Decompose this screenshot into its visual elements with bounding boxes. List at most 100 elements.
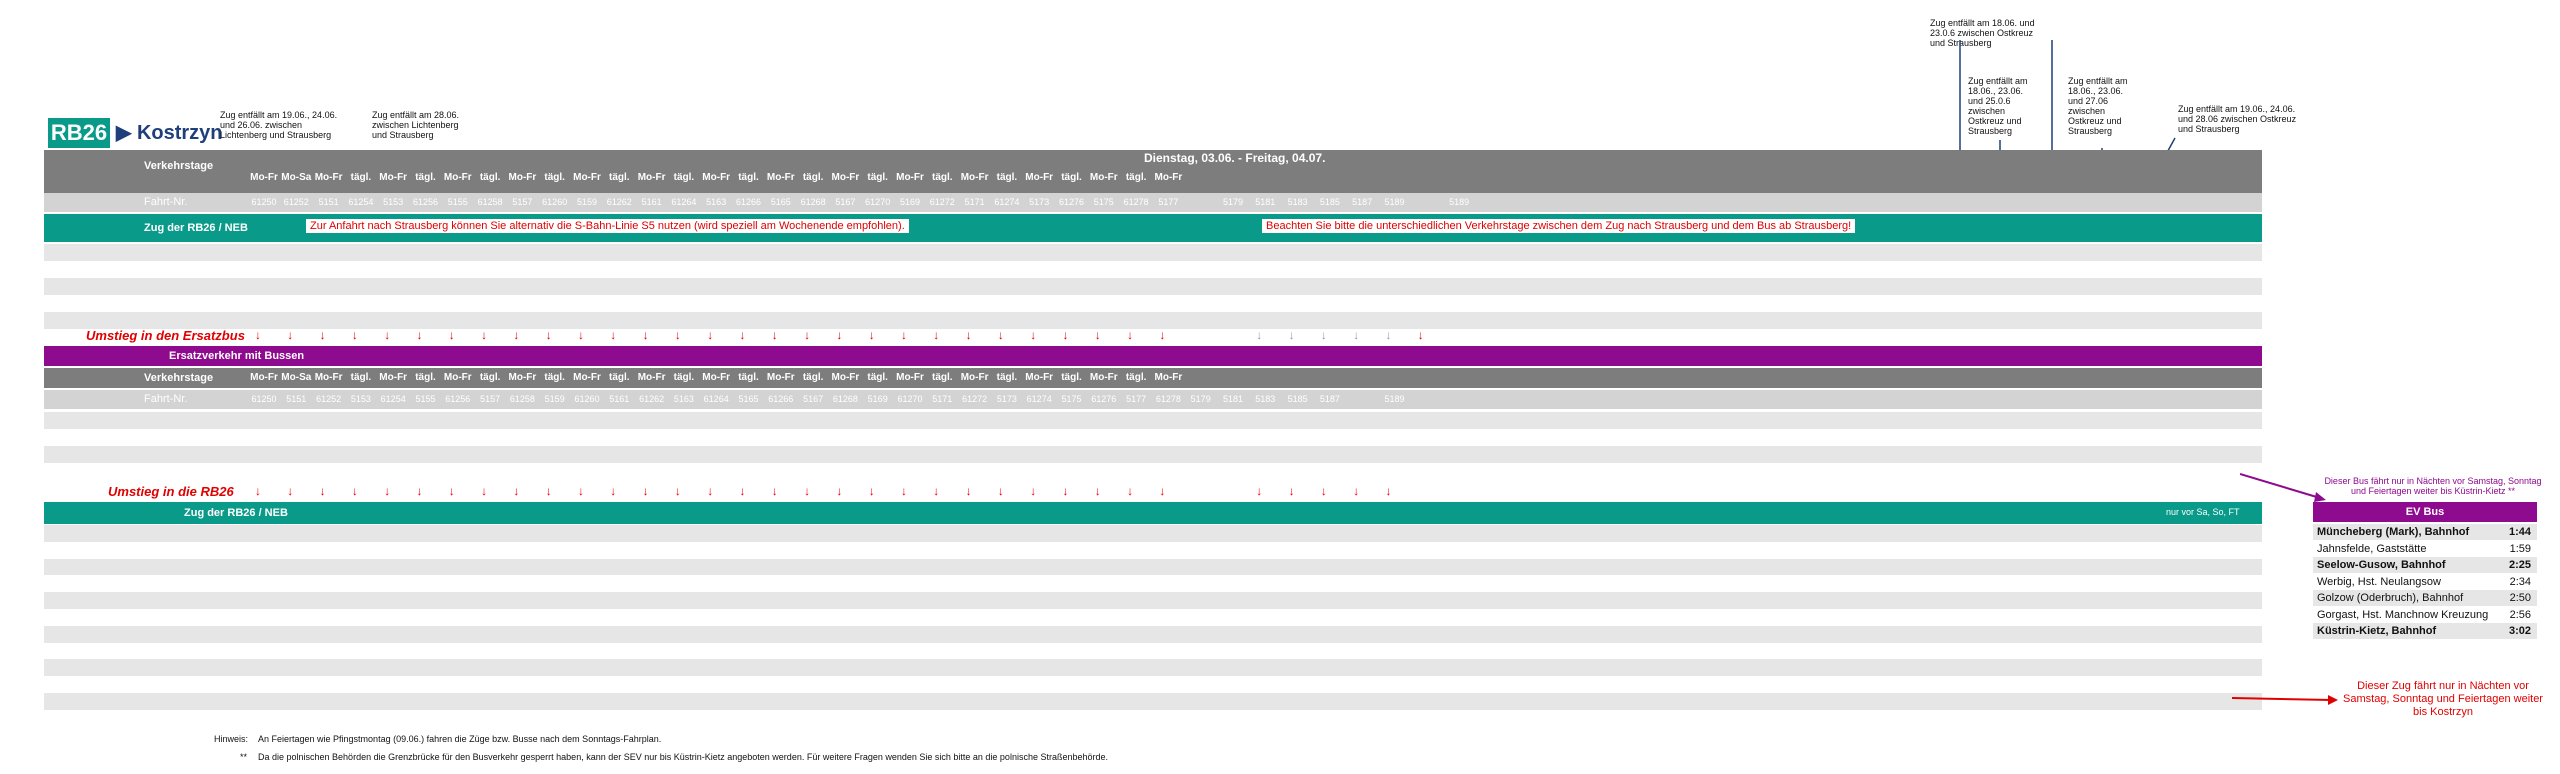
fahrtnr-cell: 5157 — [512, 197, 533, 207]
station-row — [44, 609, 2262, 626]
fahrtnr-cell: 61268 — [832, 394, 858, 404]
side-note-purple: Dieser Bus fährt nur in Nächten vor Sams… — [2324, 476, 2542, 496]
verkehrstage-cell: Mo-Fr — [766, 372, 795, 383]
fahrtnr-cell: 5163 — [673, 394, 694, 404]
fahrtnr-cell: 61272 — [929, 197, 955, 207]
fahrtnr-cell: 61256 — [412, 197, 439, 207]
verkehrstage-cell: Mo-Fr — [1025, 372, 1054, 383]
fahrtnr-cell: 61262 — [639, 394, 665, 404]
verkehrstage-cell: Mo-Fr — [443, 372, 472, 383]
transfer-arrow-icon: ↓ — [1320, 328, 1327, 342]
fahrtnr-label: Fahrt-Nr. — [144, 196, 188, 208]
transfer-arrow-icon: ↓ — [1062, 484, 1069, 498]
fahrtnr-cell: 61252 — [283, 197, 309, 207]
verkehrstage-cell: Mo-Fr — [379, 372, 408, 383]
fahrtnr-cell: 5189 — [1384, 197, 1405, 207]
verkehrstage-cell: Mo-Fr — [637, 172, 666, 183]
transfer-arrow-icon: ↓ — [545, 484, 552, 498]
fahrtnr-cell: 5179 — [1190, 394, 1211, 404]
station-row — [44, 575, 2262, 593]
side-stop: Seelow-Gusow, Bahnhof — [2317, 559, 2446, 571]
fahrtnr-cell: 5153 — [383, 197, 404, 207]
transfer-arrow-icon: ↓ — [868, 328, 875, 342]
verkehrstage-cell: tägl. — [479, 372, 501, 383]
verkehrstage-cell: Mo-Fr — [443, 172, 472, 183]
transfer-arrow-icon: ↓ — [255, 328, 261, 342]
fahrtnr-cell: 61278 — [1123, 197, 1149, 207]
transfer-arrow-icon: ↓ — [674, 484, 681, 498]
transfer-arrow-icon: ↓ — [1417, 328, 1424, 342]
station-row — [44, 278, 2262, 295]
transfer-arrow-icon: ↓ — [1030, 328, 1037, 342]
verkehrstage-cell: tägl. — [738, 372, 759, 383]
transfer-arrow-icon: ↓ — [707, 484, 714, 498]
verkehrstage-cell: tägl. — [1061, 172, 1082, 183]
train-bar-2-note: nur vor Sa, So, FT — [2166, 507, 2240, 517]
verkehrstage-cell: Mo-Fr — [766, 172, 795, 183]
side-time: 2:56 — [2509, 608, 2531, 621]
transfer-arrow-icon: ↓ — [1062, 328, 1069, 342]
transfer-arrow-icon: ↓ — [1385, 328, 1392, 342]
station-row — [44, 558, 2262, 576]
fahrtnr-cell: 5175 — [1093, 197, 1114, 207]
transfer-arrow-icon: ↓ — [384, 328, 391, 342]
side-arrow — [2240, 473, 2326, 502]
fahrtnr-cell: 61250 — [251, 394, 277, 404]
verkehrstage-cell: Mo-Fr — [702, 172, 731, 183]
station-row — [44, 412, 2262, 429]
side-time: 2:50 — [2509, 592, 2531, 604]
transfer-arrow-icon: ↓ — [804, 328, 811, 342]
transfer-arrow-icon: ↓ — [416, 328, 423, 342]
transfer-arrow-icon: ↓ — [1288, 328, 1295, 342]
umstieg-rb26: Umstieg in die RB26 — [108, 484, 234, 499]
transfer-arrow-icon: ↓ — [416, 484, 423, 498]
verkehrstage-cell: tägl. — [1061, 372, 1082, 383]
verkehrstage-cell: tägl. — [867, 172, 888, 183]
transfer-arrow-icon: ↓ — [513, 328, 520, 342]
verkehrstage-cell: Mo-Fr — [896, 372, 924, 383]
verkehrstage-cell: Mo-Fr — [1089, 372, 1118, 383]
fahrtnr-cell: 5167 — [803, 394, 824, 404]
fahrtnr-cell: 61276 — [1091, 394, 1117, 404]
fahrtnr-cell: 61256 — [445, 394, 471, 404]
verkehrstage-cell: Mo-Fr — [1025, 172, 1054, 183]
side-row: Werbig, Hst. Neulangsow 2:34 — [2313, 573, 2537, 590]
transfer-arrow-icon: ↓ — [610, 484, 617, 498]
verkehrstage-cell: Mo-Fr — [831, 372, 860, 383]
transfer-arrow-icon: ↓ — [868, 484, 875, 498]
transfer-arrow-icon: ↓ — [319, 328, 326, 342]
verkehrstage-cell: tägl. — [996, 172, 1018, 183]
note-cancel-6: Zug entfällt am 19.06., 24.06. und 28.06… — [2178, 104, 2297, 134]
verkehrstage-cell: Mo-Fr — [379, 172, 408, 183]
transfer-arrow-icon: ↓ — [481, 328, 488, 342]
transfer-arrow-icon: ↓ — [287, 328, 294, 342]
fahrtnr-cell: 5171 — [932, 394, 953, 404]
station-row — [44, 541, 2262, 559]
side-time: 1:59 — [2509, 542, 2531, 555]
fahrtnr-cell: 5155 — [447, 197, 468, 207]
transfer-arrow-icon: ↓ — [901, 328, 907, 342]
side-stop: Jahnsfelde, Gaststätte — [2317, 542, 2427, 555]
transfer-arrow-icon: ↓ — [804, 484, 811, 498]
side-row: Seelow-Gusow, Bahnhof 2:25 — [2313, 557, 2537, 573]
fahrtnr-cell: 5159 — [576, 197, 598, 207]
verkehrstage-cell: tägl. — [350, 372, 372, 383]
transfer-arrow-icon: ↓ — [481, 484, 488, 498]
fahrtnr-cell: 5175 — [1061, 394, 1082, 404]
fahrtnr-cell: 5171 — [964, 197, 985, 207]
fahrtnr-cell: 5173 — [1029, 197, 1050, 207]
verkehrstage-cell: Mo-Fr — [896, 172, 924, 183]
note-cancel-3: Zug entfällt am 18.06. und 23.0.6 zwisch… — [1930, 18, 2035, 48]
fahrtnr-cell: 5181 — [1222, 394, 1244, 404]
fahrtnr-cell: 5151 — [286, 394, 307, 404]
verkehrstage-cell: tägl. — [932, 372, 953, 383]
transfer-arrow-icon: ↓ — [319, 484, 326, 498]
kostrzyn-arrow — [2232, 695, 2338, 705]
transfer-arrow-icon: ↓ — [1320, 484, 1327, 498]
fahrtnr-cell: 5165 — [738, 394, 759, 404]
side-time: 2:34 — [2509, 575, 2531, 588]
verkehrstage-cell: tägl. — [609, 372, 630, 383]
verkehrstage-cell: Mo-Fr — [508, 172, 537, 183]
fahrtnr-cell: 61252 — [316, 394, 342, 404]
fahrtnr-cell: 61254 — [348, 197, 374, 207]
